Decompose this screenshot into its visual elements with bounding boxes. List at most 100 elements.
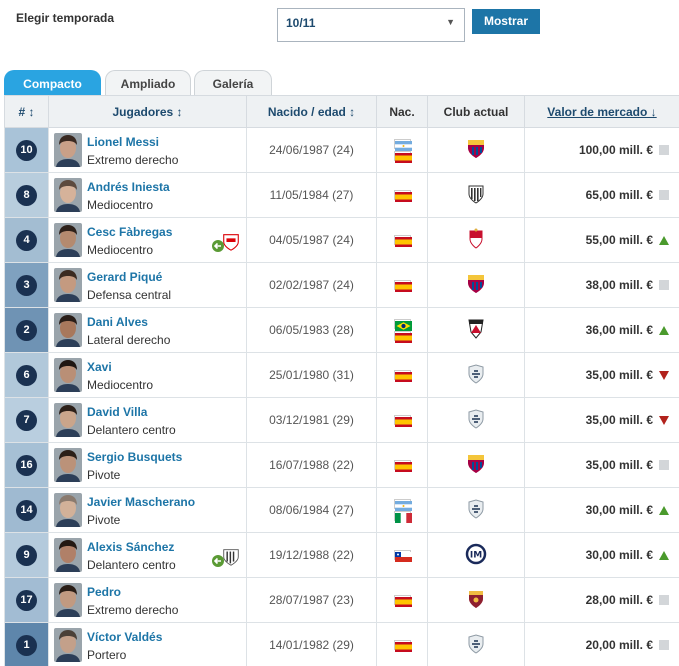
player-name-link[interactable]: Sergio Busquets: [87, 450, 183, 464]
barcelona-club-icon[interactable]: [465, 274, 487, 298]
shirt-number-cell: 3: [4, 262, 49, 308]
shirt-number: 14: [16, 499, 37, 521]
header-market-value[interactable]: Valor de mercado ↓: [524, 95, 679, 128]
player-name-link[interactable]: David Villa: [87, 405, 148, 419]
shirt-number-cell: 6: [4, 352, 49, 398]
player-name-link[interactable]: Andrés Iniesta: [87, 180, 170, 194]
player-position: Mediocentro: [87, 243, 154, 257]
barcelona-club-icon[interactable]: [465, 139, 487, 163]
market-value[interactable]: 35,00 mill. €: [585, 368, 653, 382]
player-photo[interactable]: [54, 178, 82, 212]
shirt-number: 16: [16, 454, 37, 476]
player-photo[interactable]: [54, 538, 82, 572]
player-cell: Dani Alves Lateral derecho: [48, 307, 247, 353]
flag-brazil-icon: [393, 319, 412, 331]
player-photo[interactable]: [54, 133, 82, 167]
tab-ampliado[interactable]: Ampliado: [105, 70, 191, 96]
nationality-cell: [376, 622, 428, 666]
player-position: Pivote: [87, 468, 121, 482]
monaco-club-icon[interactable]: [465, 228, 487, 253]
market-value[interactable]: 38,00 mill. €: [585, 278, 653, 292]
player-name-link[interactable]: Dani Alves: [87, 315, 148, 329]
player-photo[interactable]: [54, 628, 82, 662]
player-photo[interactable]: [54, 493, 82, 527]
transfer-udinese-icon[interactable]: [212, 547, 242, 569]
table-row: 10 Lionel Messi Extremo derecho 24/06/1987 …: [4, 127, 679, 173]
dob-age: 03/12/1981 (29): [246, 397, 377, 443]
header-dob-age[interactable]: Nacido / edad ↕: [246, 95, 377, 128]
flag-argentina-icon: [393, 499, 412, 511]
table-header-row: # ↕ Jugadores ↕ Nacido / edad ↕ Nac. Clu…: [4, 95, 679, 128]
market-value[interactable]: 65,00 mill. €: [585, 188, 653, 202]
player-name-link[interactable]: Lionel Messi: [87, 135, 160, 149]
market-value[interactable]: 28,00 mill. €: [585, 593, 653, 607]
player-name-link[interactable]: Gerard Piqué: [87, 270, 163, 284]
club-cell: [427, 352, 525, 398]
retired-club-icon[interactable]: [465, 363, 487, 388]
market-value[interactable]: 35,00 mill. €: [585, 413, 653, 427]
market-value[interactable]: 55,00 mill. €: [585, 233, 653, 247]
club-cell: [427, 487, 525, 533]
flag-spain-icon: [393, 595, 412, 607]
market-value[interactable]: 100,00 mill. €: [578, 143, 653, 157]
player-photo[interactable]: [54, 583, 82, 617]
shirt-number: 8: [16, 184, 37, 206]
player-name-link[interactable]: Cesc Fàbregas: [87, 225, 173, 239]
shirt-number-cell: 10: [4, 127, 49, 173]
nationality-cell: [376, 577, 428, 623]
club-cell: [427, 127, 525, 173]
table-row: 1 Víctor Valdés Portero 14/01/1982 (29) 20,0…: [4, 622, 679, 666]
shirt-number-cell: 16: [4, 442, 49, 488]
market-value[interactable]: 35,00 mill. €: [585, 458, 653, 472]
shirt-number: 6: [16, 364, 37, 386]
barcelona-club-icon[interactable]: [465, 454, 487, 478]
shirt-number-cell: 4: [4, 217, 49, 263]
market-value[interactable]: 20,00 mill. €: [585, 638, 653, 652]
market-value[interactable]: 30,00 mill. €: [585, 503, 653, 517]
market-value-cell: 30,00 mill. €: [524, 532, 679, 578]
shirt-number-cell: 1: [4, 622, 49, 666]
player-photo[interactable]: [54, 448, 82, 482]
show-button[interactable]: Mostrar: [472, 9, 540, 34]
market-value-cell: 35,00 mill. €: [524, 397, 679, 443]
table-row: 2 Dani Alves Lateral derecho 06/05/1983 (28…: [4, 307, 679, 353]
player-name-link[interactable]: Javier Mascherano: [87, 495, 196, 509]
market-value[interactable]: 30,00 mill. €: [585, 548, 653, 562]
header-number[interactable]: # ↕: [4, 95, 49, 128]
player-name-link[interactable]: Pedro: [87, 585, 122, 599]
flag-spain-icon: [393, 460, 412, 472]
dob-age: 02/02/1987 (24): [246, 262, 377, 308]
nationality-cell: [376, 397, 428, 443]
player-photo[interactable]: [54, 223, 82, 257]
flag-spain-icon: [393, 235, 412, 247]
player-photo[interactable]: [54, 268, 82, 302]
player-name-link[interactable]: Alexis Sánchez: [87, 540, 175, 554]
flag-argentina-icon: [393, 139, 412, 151]
tab-compacto[interactable]: Compacto: [4, 70, 101, 96]
flag-spain-icon: [393, 415, 412, 427]
market-value-cell: 20,00 mill. €: [524, 622, 679, 666]
player-photo[interactable]: [54, 403, 82, 437]
season-select[interactable]: 10/11 ▼: [277, 8, 465, 42]
transfer-arsenal-icon[interactable]: [212, 232, 242, 254]
market-value[interactable]: 36,00 mill. €: [585, 323, 653, 337]
inter-club-icon[interactable]: IM: [465, 543, 487, 568]
player-photo[interactable]: [54, 358, 82, 392]
club-cell: [427, 217, 525, 263]
roma-club-icon[interactable]: [465, 590, 487, 613]
header-players[interactable]: Jugadores ↕: [48, 95, 247, 128]
retired-club-icon[interactable]: [465, 498, 487, 523]
player-name-link[interactable]: Xavi: [87, 360, 112, 374]
club-cell: [427, 307, 525, 353]
striped-club-icon[interactable]: [465, 185, 487, 208]
market-value-cell: 36,00 mill. €: [524, 307, 679, 353]
tab-galeria[interactable]: Galería: [194, 70, 272, 96]
saopaulo-club-icon[interactable]: [465, 319, 487, 343]
trend-up-icon: [659, 326, 669, 335]
player-photo[interactable]: [54, 313, 82, 347]
player-name-link[interactable]: Víctor Valdés: [87, 630, 163, 644]
retired-club-icon[interactable]: [465, 633, 487, 658]
retired-club-icon[interactable]: [465, 408, 487, 433]
dob-age: 24/06/1987 (24): [246, 127, 377, 173]
flag-spain-icon: [393, 151, 412, 163]
